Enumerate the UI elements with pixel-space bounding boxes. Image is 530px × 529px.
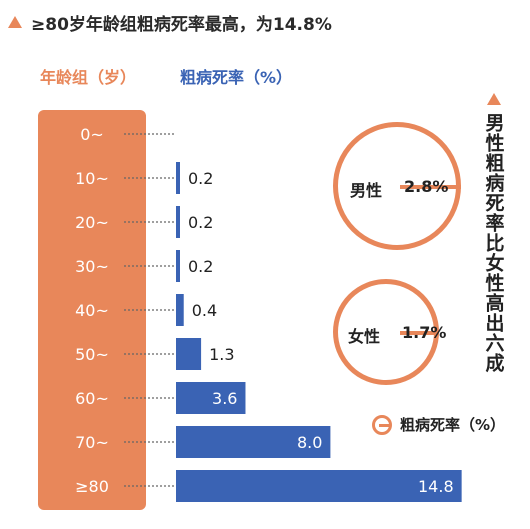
legend: 粗病死率（%） <box>372 414 505 435</box>
age-group-header: 年龄组（岁） <box>40 68 137 87</box>
bar <box>176 470 462 502</box>
category-label: 70~ <box>75 433 109 452</box>
headline-text: ≥80岁年龄组粗病死率最高，为14.8% <box>31 14 332 35</box>
value-label: 0.2 <box>188 213 213 232</box>
bar <box>176 162 180 194</box>
bar <box>176 338 202 370</box>
value-label: 1.3 <box>209 345 234 364</box>
bar <box>176 294 184 326</box>
bar <box>176 206 180 238</box>
category-label: 40~ <box>75 301 109 320</box>
headline: ≥80岁年龄组粗病死率最高，为14.8% <box>8 8 332 36</box>
value-label: 3.6 <box>212 389 237 408</box>
value-label: 14.8 <box>418 477 454 496</box>
rate-line <box>400 185 461 189</box>
vertical-title: 男性粗病死率比女性高出六成 <box>482 93 506 373</box>
category-label: 0~ <box>80 125 104 144</box>
bar <box>176 426 331 458</box>
triangle-icon <box>487 93 501 105</box>
value-label: 0.2 <box>188 257 213 276</box>
rate-line <box>400 331 439 335</box>
value-label: 0.4 <box>192 301 217 320</box>
category-label: 60~ <box>75 389 109 408</box>
triangle-icon <box>8 16 22 28</box>
vertical-title-text: 男性粗病死率比女性高出六成 <box>482 113 505 373</box>
rate-header: 粗病死率（%） <box>180 68 293 87</box>
legend-label: 粗病死率（%） <box>400 416 506 434</box>
value-label: 0.2 <box>188 169 213 188</box>
value-label: 8.0 <box>297 433 322 452</box>
female-label: 女性 <box>348 327 381 346</box>
category-label: 30~ <box>75 257 109 276</box>
ring-icon <box>372 414 392 435</box>
male-value: 2.8% <box>404 177 449 196</box>
category-label: 20~ <box>75 213 109 232</box>
bar <box>176 250 180 282</box>
category-label: 10~ <box>75 169 109 188</box>
male-rate-circle: 男性 2.8% <box>333 122 461 250</box>
category-label: 50~ <box>75 345 109 364</box>
female-rate-circle: 女性 1.7% <box>333 279 446 385</box>
category-label: ≥80 <box>75 477 109 496</box>
female-value: 1.7% <box>402 323 447 342</box>
male-label: 男性 <box>350 181 383 200</box>
bar <box>176 382 246 414</box>
